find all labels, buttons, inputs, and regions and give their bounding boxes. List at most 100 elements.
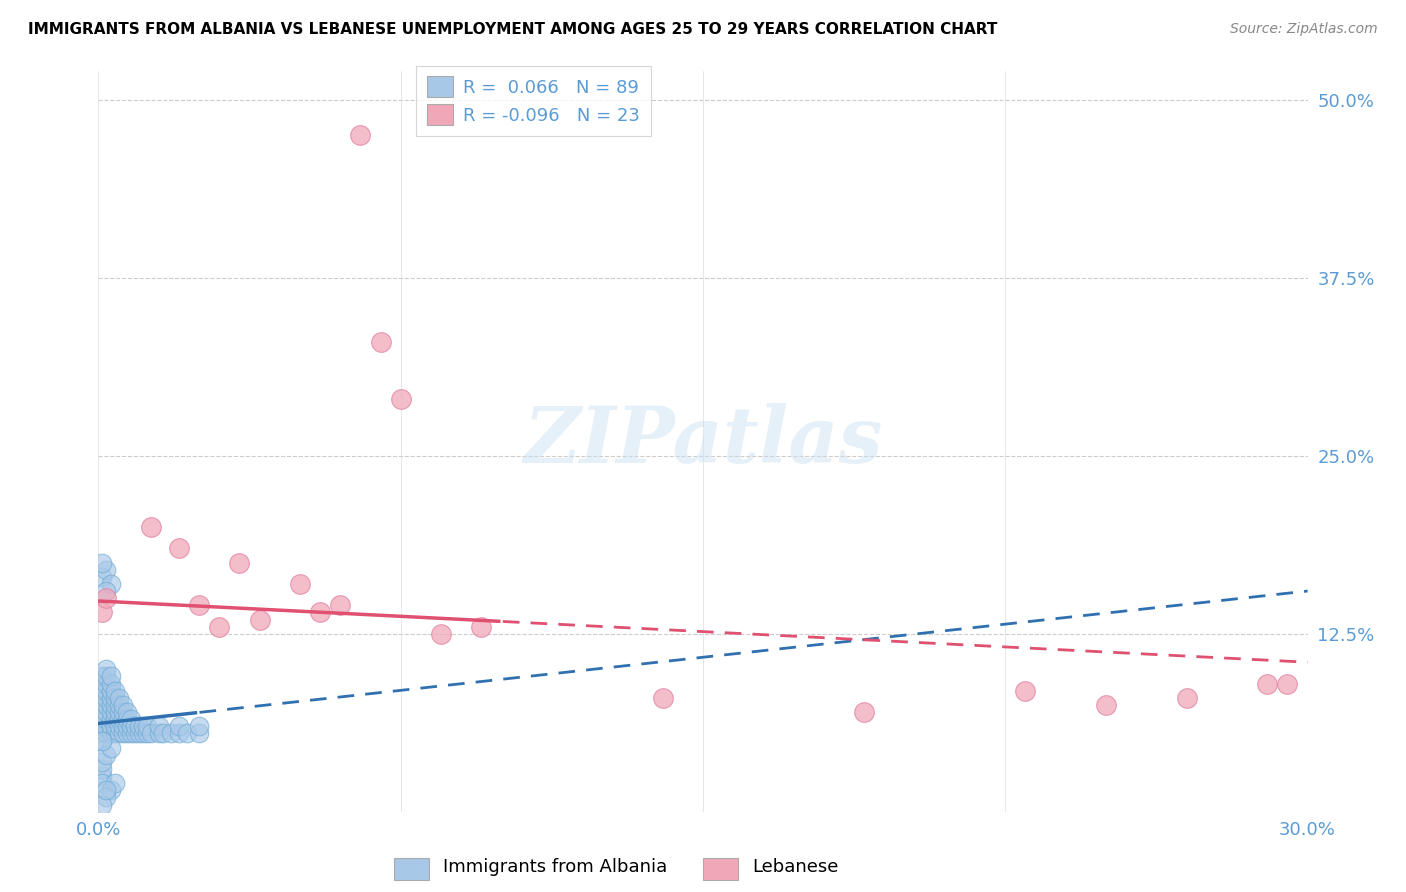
Point — [111, 712, 134, 726]
Point — [96, 591, 118, 606]
Point — [100, 698, 122, 712]
Point — [152, 726, 174, 740]
Point — [176, 726, 198, 740]
Point — [139, 726, 162, 740]
Point — [96, 584, 118, 599]
Point — [100, 577, 122, 591]
Point — [100, 669, 122, 683]
Point — [91, 719, 114, 733]
FancyBboxPatch shape — [703, 858, 738, 880]
Point — [107, 712, 129, 726]
Point — [89, 726, 111, 740]
Point — [100, 683, 122, 698]
Point — [1014, 683, 1036, 698]
Text: Immigrants from Albania: Immigrants from Albania — [443, 858, 666, 877]
Point — [111, 719, 134, 733]
Point — [115, 712, 138, 726]
Point — [128, 719, 150, 733]
Point — [167, 719, 190, 733]
Point — [91, 606, 114, 620]
Point — [96, 783, 118, 797]
Point — [167, 726, 190, 740]
Point — [132, 719, 155, 733]
Point — [107, 690, 129, 705]
Point — [91, 705, 114, 719]
Point — [111, 698, 134, 712]
Point — [100, 726, 122, 740]
Point — [470, 619, 492, 633]
Point — [148, 726, 170, 740]
Point — [103, 698, 125, 712]
Point — [107, 698, 129, 712]
Point — [160, 726, 183, 740]
Point — [349, 128, 371, 143]
Point — [309, 606, 332, 620]
Point — [128, 726, 150, 740]
FancyBboxPatch shape — [394, 858, 429, 880]
Point — [103, 719, 125, 733]
Point — [1175, 690, 1198, 705]
Point — [139, 520, 162, 534]
Point — [91, 690, 114, 705]
Text: Source: ZipAtlas.com: Source: ZipAtlas.com — [1230, 22, 1378, 37]
Point — [100, 740, 122, 755]
Point — [91, 769, 114, 783]
Point — [91, 762, 114, 776]
Point — [389, 392, 412, 406]
Point — [120, 712, 142, 726]
Point — [91, 797, 114, 812]
Legend: R =  0.066   N = 89, R = -0.096   N = 23: R = 0.066 N = 89, R = -0.096 N = 23 — [416, 66, 651, 136]
Point — [188, 726, 211, 740]
Point — [120, 719, 142, 733]
Point — [853, 705, 876, 719]
Point — [96, 726, 118, 740]
Point — [1277, 676, 1299, 690]
Point — [188, 599, 211, 613]
Point — [96, 747, 118, 762]
Point — [208, 619, 231, 633]
Point — [91, 698, 114, 712]
Point — [96, 683, 118, 698]
Text: ZIPatlas: ZIPatlas — [523, 403, 883, 480]
Point — [1256, 676, 1278, 690]
Point — [91, 733, 114, 747]
Point — [167, 541, 190, 556]
Point — [100, 690, 122, 705]
Point — [111, 705, 134, 719]
Point — [91, 669, 114, 683]
Point — [148, 719, 170, 733]
Point — [103, 705, 125, 719]
Point — [124, 719, 146, 733]
Point — [100, 719, 122, 733]
Point — [107, 705, 129, 719]
Point — [107, 719, 129, 733]
Point — [91, 712, 114, 726]
Point — [96, 690, 118, 705]
Point — [96, 698, 118, 712]
Point — [96, 705, 118, 719]
Point — [651, 690, 673, 705]
Point — [188, 719, 211, 733]
Point — [1095, 698, 1118, 712]
Point — [103, 726, 125, 740]
Point — [115, 726, 138, 740]
Point — [135, 719, 157, 733]
Point — [91, 683, 114, 698]
Point — [96, 676, 118, 690]
Point — [96, 662, 118, 676]
Point — [96, 563, 118, 577]
Point — [249, 613, 271, 627]
Point — [107, 726, 129, 740]
Point — [96, 790, 118, 805]
Point — [91, 556, 114, 570]
Point — [329, 599, 352, 613]
Point — [96, 719, 118, 733]
Point — [91, 733, 114, 747]
Point — [100, 676, 122, 690]
Point — [91, 570, 114, 584]
Point — [120, 726, 142, 740]
Point — [103, 776, 125, 790]
Point — [96, 669, 118, 683]
Point — [91, 755, 114, 769]
Point — [115, 705, 138, 719]
